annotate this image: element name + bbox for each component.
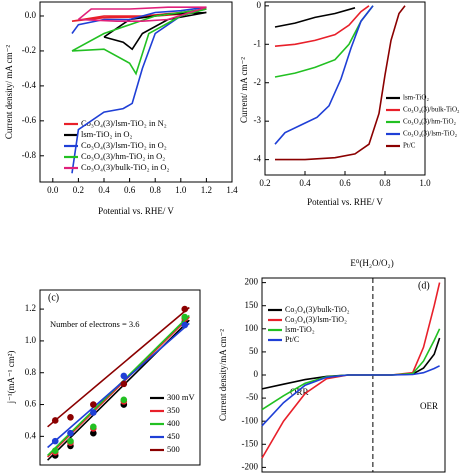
data-point: [67, 437, 74, 445]
x-tick-label: 1.4: [226, 185, 238, 195]
legend-label: Co₃O₄(3)/lsm-TiO₂: [285, 315, 347, 324]
legend-label: lsm-TiO₂ in O₂: [81, 129, 132, 139]
legend-label: Co₃O₄(3)/hm-TiO₂: [403, 118, 457, 126]
y-tick-label: -200: [242, 461, 259, 471]
y-axis-label: Current density/mA cm⁻²: [218, 329, 228, 421]
y-tick-label: -0.2: [22, 45, 36, 55]
legend-label: lsm-TiO₂: [403, 94, 429, 102]
legend-label: Pt/C: [403, 142, 416, 150]
y-tick-label: -100: [242, 415, 259, 425]
fit-line: [47, 322, 190, 449]
x-axis-label: Potential vs. RHE/ V: [307, 197, 383, 207]
x-tick-label: 0.2: [259, 178, 270, 188]
x-tick-label: 0.8: [150, 185, 162, 195]
legend-label: 500: [167, 444, 180, 454]
data-point: [90, 423, 97, 431]
x-tick-label: 0.2: [73, 185, 84, 195]
y-tick-label: 1.0: [25, 335, 37, 345]
series-line: [274, 5, 374, 78]
y-tick-label: -150: [242, 438, 259, 448]
x-tick-label: 0.4: [299, 178, 311, 188]
y-tick-label: 0: [257, 0, 262, 10]
data-point: [181, 313, 189, 321]
x-axis-label: Potential vs. RHE/ V: [98, 206, 174, 216]
series-line: [71, 8, 207, 76]
legend-label: Co₃O₄(3)/hm-TiO₂ in O₂: [81, 151, 165, 161]
fit-line: [47, 306, 190, 428]
data-point: [120, 372, 128, 380]
y-tick-label: 0.0: [25, 10, 37, 20]
x-tick-label: 0.6: [124, 185, 136, 195]
annotation: Number of electrons = 3.6: [50, 319, 140, 329]
y-tick-label: 50: [249, 346, 259, 356]
data-point: [90, 429, 97, 437]
y-axis-label: Current density/ mA cm⁻²: [4, 45, 14, 139]
data-point: [51, 417, 59, 424]
data-point: [181, 321, 189, 329]
x-tick-label: 0.6: [339, 178, 351, 188]
x-tick-label: 1.0: [419, 178, 431, 188]
data-point: [120, 396, 128, 404]
annotation: E⁰(H₂O/O₂): [350, 258, 393, 268]
y-tick-label: -0.8: [22, 150, 37, 160]
data-point: [90, 401, 97, 408]
legend-label: Pt/C: [285, 335, 299, 344]
data-point: [51, 437, 59, 445]
legend-label: Co₃O₄(3)/lsm-TiO₂ in O₂: [81, 140, 167, 150]
data-point: [51, 447, 59, 454]
y-tick-label: -2: [254, 77, 262, 87]
x-tick-label: 1.0: [175, 185, 187, 195]
legend-label: 300 mV: [167, 392, 195, 402]
x-tick-label: 1.2: [201, 185, 212, 195]
y-tick-label: -50: [246, 392, 258, 402]
plot-frame: [39, 289, 201, 466]
y-tick-label: 100: [245, 323, 259, 333]
legend-label: Co₃O₄(3)/bulk-TiO₂ in O₂: [81, 162, 170, 172]
legend-label: lsm-TiO₂: [285, 325, 315, 334]
annotation: (d): [418, 280, 430, 291]
annotation: ORR: [290, 387, 309, 397]
y-axis-label: Current/ mA cm⁻²: [239, 57, 249, 123]
y-tick-label: 0.4: [25, 430, 37, 440]
legend-label: 350: [167, 405, 180, 415]
y-axis-label: j⁻¹(mA⁻¹ cm²): [6, 351, 16, 405]
legend-label: 400: [167, 418, 180, 428]
series-line: [274, 5, 374, 145]
data-point: [67, 413, 74, 421]
y-tick-label: -0.4: [22, 80, 37, 90]
y-tick-label: 0.8: [25, 367, 37, 377]
y-tick-label: 200: [245, 277, 259, 287]
y-tick-label: -4: [254, 154, 262, 164]
x-tick-label: 0.8: [379, 178, 391, 188]
data-point: [67, 429, 74, 437]
legend-label: Co₃O₄(3)/bulk-TiO₂: [403, 106, 460, 114]
x-tick-label: 0.0: [47, 185, 59, 195]
legend-label: 450: [167, 431, 180, 441]
y-tick-label: 150: [245, 300, 259, 310]
y-tick-label: 0: [254, 369, 259, 379]
x-tick-label: 0.4: [98, 185, 110, 195]
series-line: [274, 5, 370, 47]
series-line: [274, 7, 356, 28]
legend-label: Co₃O₄(3)/bulk-TiO₂: [285, 305, 350, 314]
plot-frame: [39, 1, 233, 183]
legend-label: Co₃O₄(3)/lsm-TiO₂ in N₂: [81, 118, 167, 128]
series-line: [275, 5, 406, 161]
series-line: [261, 337, 441, 390]
annotation: OER: [420, 401, 438, 411]
data-point: [181, 305, 189, 313]
legend-label: Co₃O₄(3)/lsm-TiO₂: [403, 130, 458, 138]
y-tick-label: -1: [254, 38, 262, 48]
data-point: [120, 380, 128, 388]
data-point: [90, 409, 97, 416]
y-tick-label: -0.6: [22, 115, 37, 125]
y-tick-label: -3: [254, 115, 262, 125]
annotation: (c): [48, 292, 59, 303]
series-line: [77, 6, 207, 22]
y-tick-label: 1.2: [25, 303, 36, 313]
y-tick-label: 0.6: [25, 399, 37, 409]
series-line: [261, 365, 440, 427]
